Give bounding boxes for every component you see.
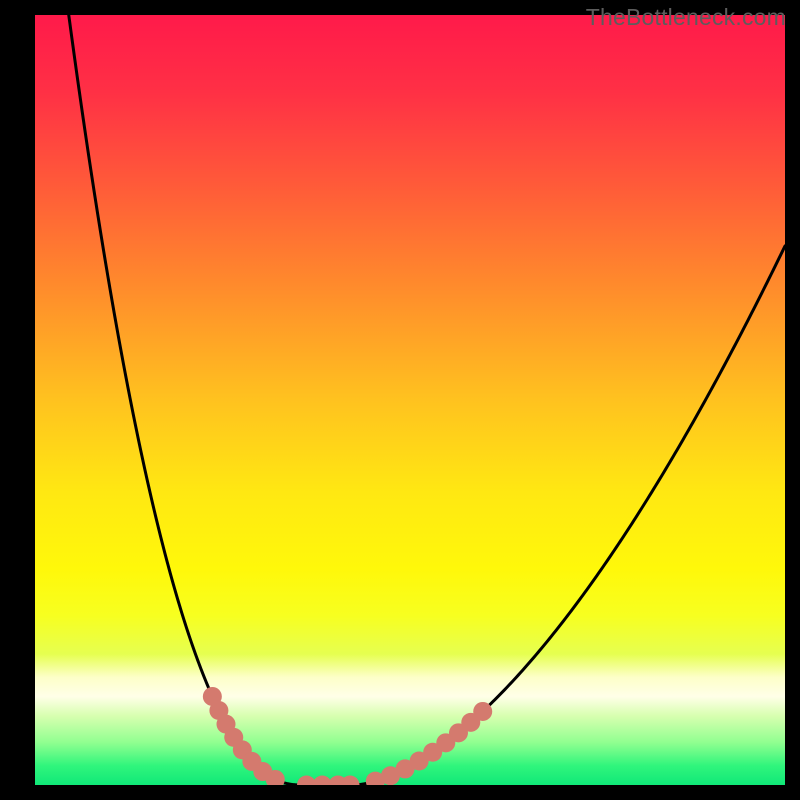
- plot-area: [35, 15, 785, 785]
- highlight-dot: [341, 776, 360, 786]
- bottleneck-curve: [35, 15, 785, 785]
- chart-container: TheBottleneck.com: [0, 0, 800, 800]
- highlight-dot: [473, 702, 492, 721]
- curve-path: [69, 15, 785, 785]
- watermark-text: TheBottleneck.com: [586, 4, 786, 31]
